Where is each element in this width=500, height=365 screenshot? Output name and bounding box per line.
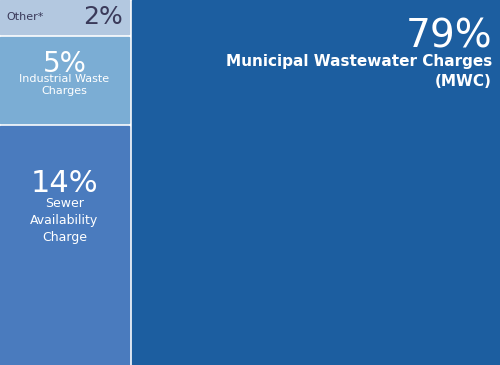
Text: 14%: 14% bbox=[30, 169, 98, 198]
Text: 5%: 5% bbox=[42, 50, 86, 78]
Bar bbox=[0, 126, 129, 365]
Text: Municipal Wastewater Charges
(MWC): Municipal Wastewater Charges (MWC) bbox=[226, 54, 492, 89]
Bar bbox=[0, 37, 129, 123]
Text: Other*: Other* bbox=[6, 12, 44, 22]
Text: Industrial Waste
Charges: Industrial Waste Charges bbox=[20, 74, 110, 96]
Text: Sewer
Availability
Charge: Sewer Availability Charge bbox=[30, 197, 98, 244]
Text: 79%: 79% bbox=[406, 18, 492, 56]
Text: 2%: 2% bbox=[83, 5, 123, 29]
Bar bbox=[0, 0, 129, 34]
Bar bbox=[132, 0, 500, 365]
